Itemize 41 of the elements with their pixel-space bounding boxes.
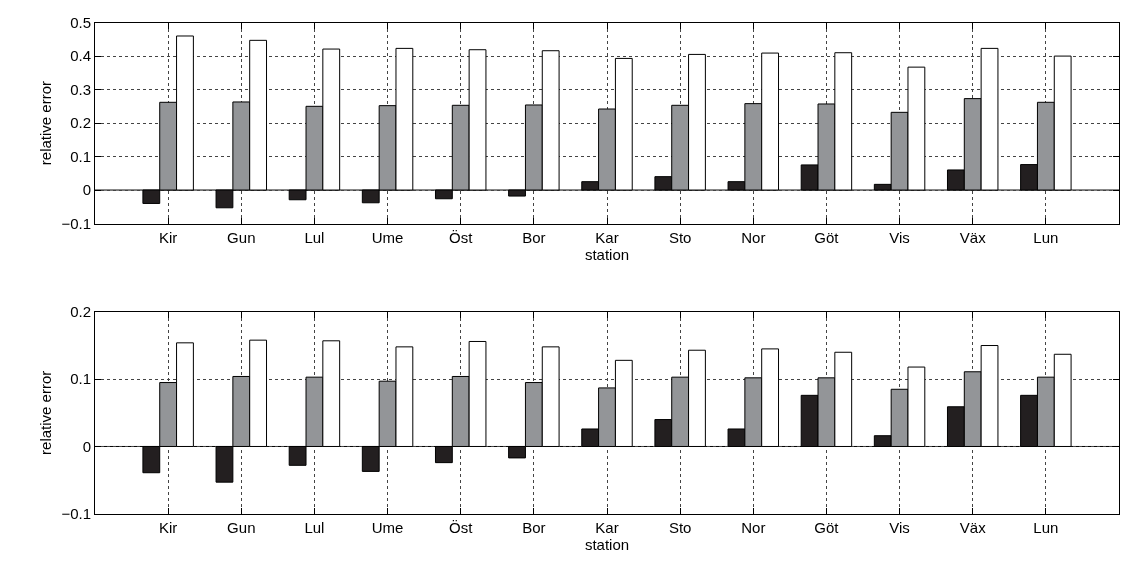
y-tick-label: 0.1 [70, 147, 91, 165]
x-tick-label: Ume [371, 518, 404, 536]
x-axis-title: station [584, 245, 630, 263]
x-tick-label: Göt [814, 518, 840, 536]
x-tick-label: Lul [304, 518, 325, 536]
x-tick-label: Gun [227, 228, 256, 246]
y-axis-title: relative error [36, 80, 54, 166]
x-tick-label: Kar [595, 228, 619, 246]
x-tick-label: Kar [595, 518, 619, 536]
x-tick-label: Bor [522, 518, 546, 536]
x-tick-label: Lul [304, 228, 325, 246]
y-tick-label: 0.3 [70, 80, 91, 98]
x-tick-label: Nor [741, 228, 766, 246]
y-tick-label: −0.1 [61, 214, 91, 232]
x-tick-label: Bor [522, 228, 546, 246]
x-tick-label: Nor [741, 518, 766, 536]
x-tick-label: Lun [1033, 518, 1059, 536]
y-tick-label: 0.1 [70, 370, 91, 388]
x-tick-label: Kir [158, 518, 178, 536]
x-tick-label: Kir [158, 228, 178, 246]
x-tick-label: Lun [1033, 228, 1059, 246]
x-tick-label: Väx [959, 518, 987, 536]
y-tick-label: 0.2 [70, 114, 91, 132]
x-tick-label: Gun [227, 518, 256, 536]
y-tick-label: 0.2 [70, 303, 91, 321]
x-tick-label: Sto [668, 228, 692, 246]
x-tick-label: Ume [371, 228, 404, 246]
y-tick-label: 0.5 [70, 13, 91, 31]
x-tick-label: Öst [449, 228, 474, 246]
x-tick-label: Göt [814, 228, 840, 246]
y-tick-label: 0.4 [70, 47, 91, 65]
x-tick-label: Vis [889, 228, 910, 246]
y-axis-title: relative error [36, 370, 54, 455]
y-tick-label: 0 [82, 181, 91, 199]
y-tick-label: 0 [82, 437, 91, 455]
x-tick-label: Väx [959, 228, 987, 246]
x-tick-label: Sto [668, 518, 692, 536]
x-axis-title: station [584, 535, 630, 553]
y-tick-label: −0.1 [61, 505, 91, 523]
x-tick-label: Öst [449, 518, 474, 536]
x-tick-label: Vis [889, 518, 910, 536]
